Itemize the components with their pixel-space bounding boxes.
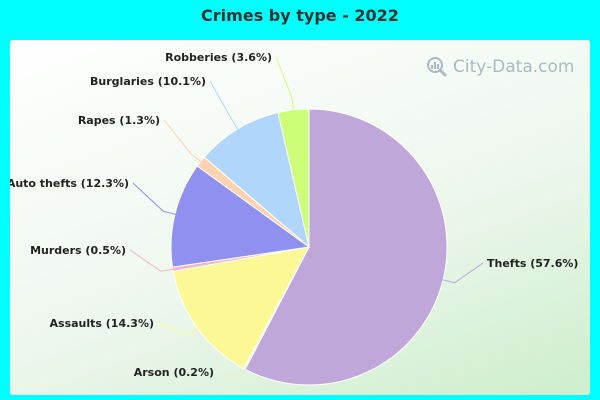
slice-label-burglaries: Burglaries (10.1%) [90, 75, 206, 88]
chart-title: Crimes by type - 2022 [201, 6, 399, 25]
watermark: City-Data.com [426, 56, 574, 78]
slice-label-robberies: Robberies (3.6%) [165, 51, 272, 64]
chart-panel: City-Data.com Thefts (57.6%) Arson (0.2%)… [10, 40, 590, 395]
leader-line-arson [217, 366, 246, 381]
leader-line-auto-thefts [132, 182, 178, 216]
leader-line-murders [129, 249, 175, 272]
watermark-text: City-Data.com [453, 57, 575, 77]
pie-chart: Thefts (57.6%) Arson (0.2%) Assaults (14.3… [10, 51, 578, 386]
leader-line-burglaries [209, 80, 240, 131]
leader-line-robberies [275, 56, 295, 112]
slice-label-murders: Murders (0.5%) [30, 244, 126, 257]
magnifier-bar-chart-icon [427, 57, 448, 78]
slice-label-auto-thefts: Auto thefts (12.3%) [10, 177, 129, 190]
slice-label-arson: Arson (0.2%) [134, 366, 214, 379]
slice-label-rapes: Rapes (1.3%) [78, 114, 160, 127]
slice-label-assaults: Assaults (14.3%) [50, 317, 154, 330]
leader-line-assaults [157, 322, 200, 336]
slice-label-thefts: Thefts (57.6%) [487, 257, 578, 270]
leader-line-thefts [440, 262, 484, 284]
leader-line-rapes [163, 119, 203, 164]
